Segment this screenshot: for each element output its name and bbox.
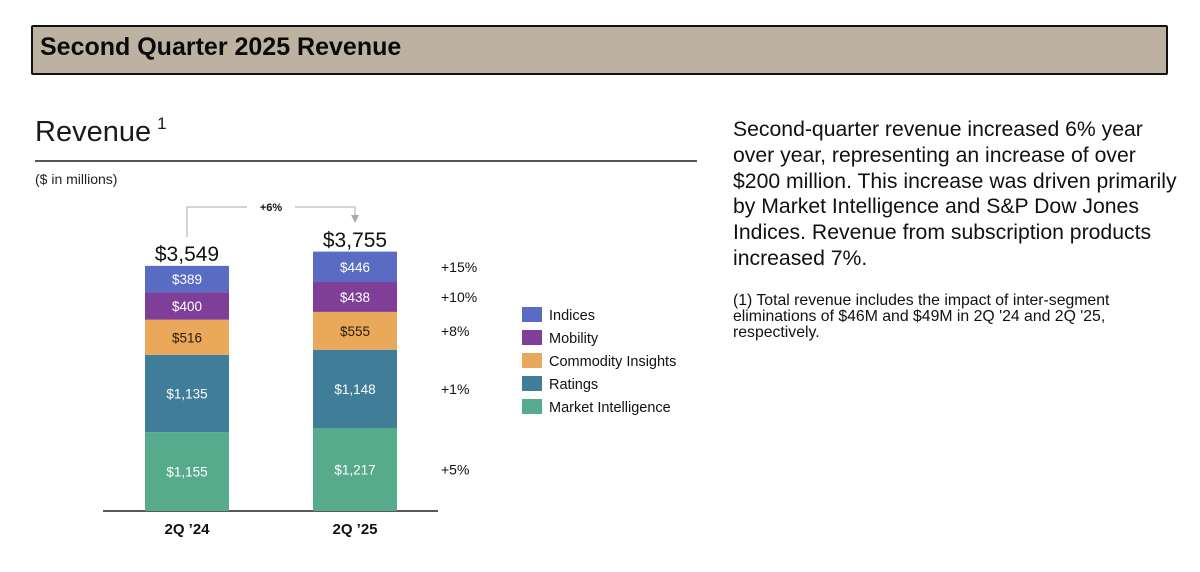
chart-title-text: Revenue [35, 116, 152, 148]
bar-segment-commodity-insights [145, 319, 229, 355]
legend-swatch [522, 399, 542, 414]
growth-label: +5% [441, 462, 469, 478]
legend-label: Market Intelligence [549, 400, 671, 416]
bar-segment-ratings [313, 349, 397, 429]
legend-label: Mobility [549, 331, 599, 347]
legend-label: Commodity Insights [549, 354, 676, 370]
footnote-text: (1) Total revenue includes the impact of… [733, 292, 1110, 341]
segment-value-label: $1,135 [166, 387, 207, 402]
category-label: 2Q ’25 [332, 521, 377, 538]
bar-segment-mobility [145, 292, 229, 320]
segment-value-label: $400 [172, 299, 202, 314]
growth-label: +8% [441, 323, 469, 339]
legend-swatch [522, 330, 542, 345]
growth-label: +10% [441, 289, 477, 305]
legend-label: Indices [549, 308, 595, 324]
arrow-down-icon [351, 215, 359, 223]
growth-bracket-right [295, 206, 356, 216]
segment-value-label: $446 [340, 260, 370, 275]
bar-segment-ratings [145, 354, 229, 433]
chart-title: Revenue 1 [35, 114, 167, 149]
segment-value-label: $1,217 [334, 463, 375, 478]
legend-swatch [522, 307, 542, 322]
bar-segment-indices [145, 265, 229, 293]
growth-label: +1% [441, 381, 469, 397]
legend-swatch [522, 353, 542, 368]
bar-segment-mobility [313, 282, 397, 312]
bar-segment-commodity-insights [313, 311, 397, 350]
legend-swatch [522, 376, 542, 391]
bar-segment-market-intelligence [313, 428, 397, 511]
category-label: 2Q ’24 [164, 521, 210, 538]
segment-value-label: $516 [172, 330, 202, 345]
section-title: Second Quarter 2025 Revenue [40, 33, 402, 61]
overall-growth-label: +6% [260, 202, 283, 214]
narrative-text: Second-quarter revenue increased 6% year… [733, 118, 1177, 270]
segment-value-label: $1,155 [166, 465, 207, 480]
growth-label: +15% [441, 259, 477, 275]
bar-segment-indices [313, 251, 397, 283]
title-divider [35, 160, 697, 162]
segment-value-label: $389 [172, 272, 202, 287]
total-label: $3,549 [155, 243, 219, 266]
segment-value-label: $1,148 [334, 382, 375, 397]
units-label: ($ in millions) [35, 171, 118, 187]
legend-label: Ratings [549, 377, 598, 393]
total-label: $3,755 [323, 229, 387, 252]
growth-bracket-left [186, 206, 247, 237]
segment-value-label: $555 [340, 324, 370, 339]
bar-segment-market-intelligence [145, 432, 229, 511]
section-header: Second Quarter 2025 Revenue [31, 25, 1168, 75]
footnote-marker: 1 [157, 114, 167, 133]
segment-value-label: $438 [340, 290, 370, 305]
